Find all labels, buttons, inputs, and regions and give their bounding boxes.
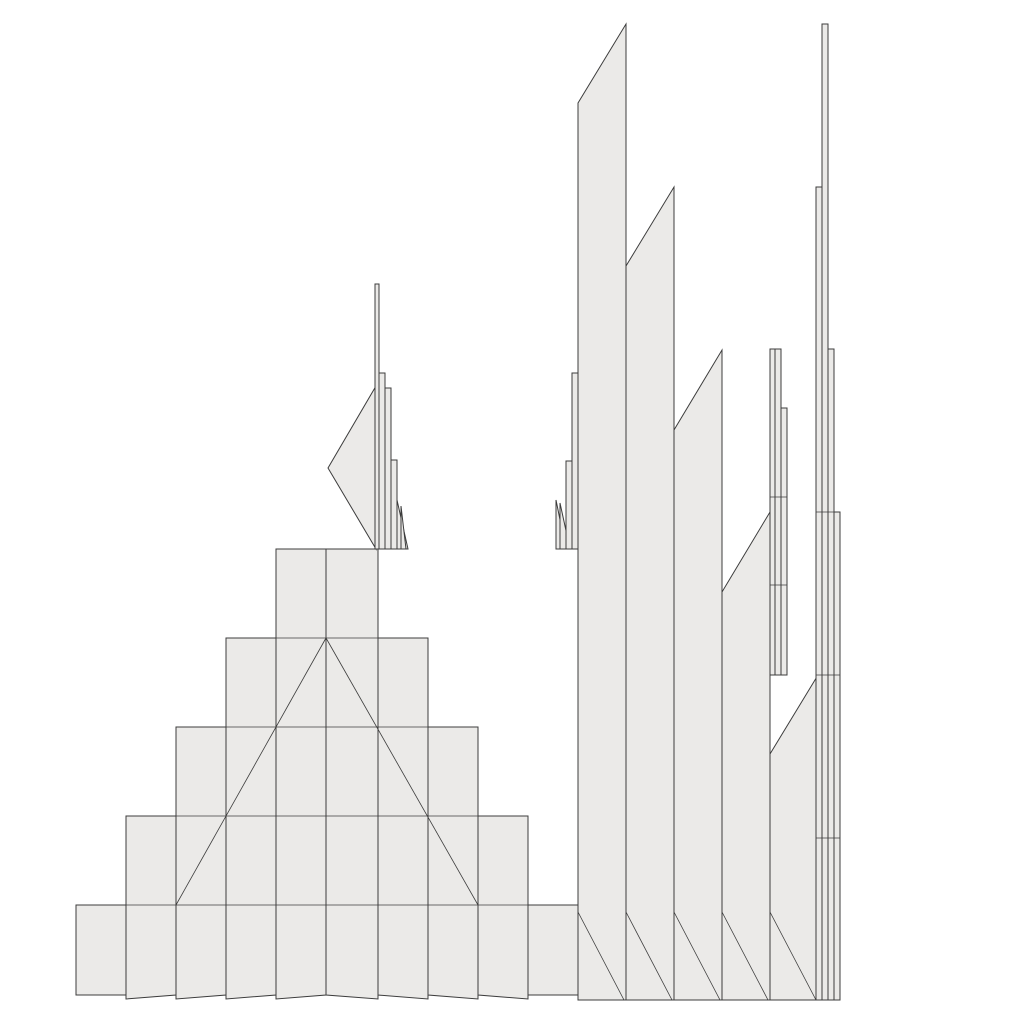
pyramid-column-panel: [225, 637, 277, 1000]
tilted-panel: [625, 185, 675, 1001]
pyramid-column-panel: [527, 904, 579, 996]
fan-small-wedge: [400, 505, 407, 550]
tilted-panel: [721, 510, 771, 1001]
pyramid-column-panel: [275, 548, 327, 1000]
tilted-panel-lower-edge: [673, 911, 721, 1001]
tilted-panel: [769, 673, 819, 1001]
pyramid-column-panel: [75, 904, 127, 996]
fan-slat: [384, 387, 392, 550]
tilted-panel-lower-edge: [721, 911, 769, 1001]
tall-slat: [827, 348, 835, 1001]
mini-slat: [565, 460, 573, 550]
tilted-panel: [577, 22, 627, 1001]
pyramid-column-panel: [175, 726, 227, 1000]
pyramid-column-panel: [125, 815, 177, 1000]
tilted-panel-lower-edge: [625, 911, 673, 1001]
fan-tall-slat: [374, 283, 380, 550]
pyramid-column-panel: [325, 548, 379, 1000]
pyramid-column-panel: [477, 815, 529, 1000]
fan-triangle-panel: [327, 384, 377, 551]
tall-slat: [833, 511, 841, 1001]
pyramid-column-panel: [377, 637, 429, 1000]
pyramid-column-panel: [427, 726, 479, 1000]
tilted-panel-lower-edge: [577, 911, 625, 1001]
thin-slat: [780, 407, 788, 676]
thin-slat: [774, 348, 782, 676]
pyramid-diagonal-right: [325, 637, 479, 906]
tilted-panel: [673, 348, 723, 1001]
tall-slat: [815, 186, 823, 1001]
pyramid-diagonal-left: [175, 637, 327, 906]
mini-slat-tall: [571, 372, 579, 550]
fan-slat: [390, 459, 398, 550]
tilted-panel-lower-edge: [769, 911, 817, 1001]
fan-slat: [378, 372, 386, 550]
thin-slat: [769, 348, 776, 676]
